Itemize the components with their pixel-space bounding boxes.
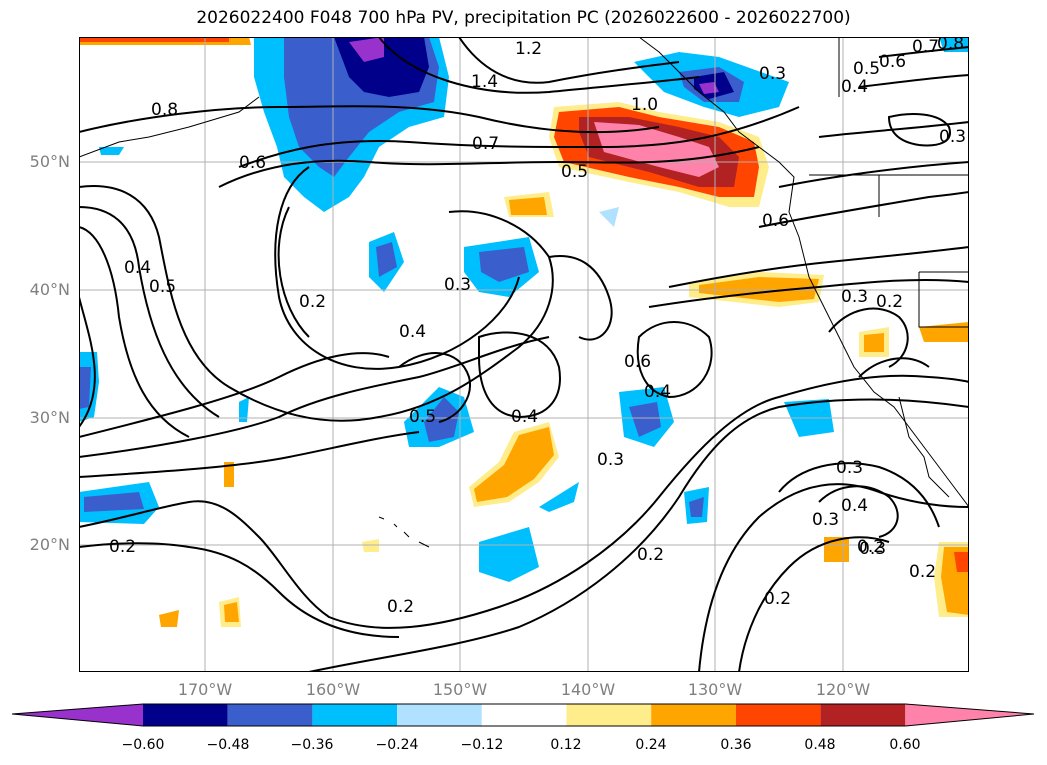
lat-label-30n: 30°N xyxy=(29,408,70,427)
contour-label: 0.2 xyxy=(876,292,903,312)
map-panel: 1.2 1.4 0.8 0.7 0.6 0.5 0.4 0.3 0.2 1.0 … xyxy=(79,37,969,672)
lon-label-150w: 150°W xyxy=(432,680,488,699)
contour-label: 0.2 xyxy=(299,292,326,312)
colorbar-swatch xyxy=(905,704,1034,726)
precip-negative-shading xyxy=(79,37,969,582)
colorbar-tick-label: 0.12 xyxy=(550,737,582,753)
contour-label: 0.5 xyxy=(561,162,588,182)
colorbar-swatch xyxy=(312,704,398,726)
colorbar-tick-label: 0.24 xyxy=(635,737,667,753)
contour-label: 0.4 xyxy=(841,496,868,516)
contour-labels: 1.2 1.4 0.8 0.7 0.6 0.5 0.4 0.3 0.2 1.0 … xyxy=(109,37,966,617)
lat-label-20n: 20°N xyxy=(29,535,70,554)
colorbar-tick-label: −0.36 xyxy=(290,737,334,753)
contour-label: 0.2 xyxy=(109,537,136,557)
contour-label: 0.4 xyxy=(124,258,151,278)
contour-label: 0.2 xyxy=(387,597,414,617)
contour-label: 0.6 xyxy=(624,352,651,372)
colorbar-swatch xyxy=(566,704,652,726)
contour-label: 0.5 xyxy=(409,407,436,427)
colorbar-swatch xyxy=(735,704,821,726)
colorbar-tick-label: −0.12 xyxy=(460,737,504,753)
contour-label: 0.4 xyxy=(644,382,671,402)
lon-label-170w: 170°W xyxy=(177,680,233,699)
lon-label-140w: 140°W xyxy=(560,680,616,699)
colorbar-swatch xyxy=(12,704,143,726)
colorbar-swatch xyxy=(820,704,906,726)
contour-label: 1.0 xyxy=(631,95,658,115)
contour-label: 0.3 xyxy=(597,450,624,470)
lon-label-120w: 120°W xyxy=(815,680,871,699)
contour-label: 1.2 xyxy=(515,39,542,59)
contour-label: 0.6 xyxy=(239,153,266,173)
contour-label: 0.2 xyxy=(637,545,664,565)
colorbar-swatch xyxy=(651,704,736,726)
lat-label-50n: 50°N xyxy=(29,152,70,171)
colorbar-tick-label: −0.24 xyxy=(375,737,419,753)
contour-label: 0.3 xyxy=(859,539,886,559)
lon-label-130w: 130°W xyxy=(687,680,743,699)
colorbar-swatch xyxy=(397,704,482,726)
map-canvas: 1.2 1.4 0.8 0.7 0.6 0.5 0.4 0.3 0.2 1.0 … xyxy=(79,37,969,672)
contour-label: 0.8 xyxy=(937,37,964,54)
contour-label: 0.8 xyxy=(151,100,178,120)
contour-label: 0.5 xyxy=(853,59,880,79)
contour-label: 0.3 xyxy=(836,458,863,478)
contour-label: 0.3 xyxy=(759,64,786,84)
map-title: 2026022400 F048 700 hPa PV, precipitatio… xyxy=(196,8,851,28)
colorbar-swatch xyxy=(143,704,228,726)
contour-label: 0.6 xyxy=(762,211,789,231)
colorbar xyxy=(12,703,1035,727)
lat-label-40n: 40°N xyxy=(29,280,70,299)
colorbar-tick-label: 0.48 xyxy=(804,737,836,753)
contour-label: 0.3 xyxy=(841,287,868,307)
colorbar-tick-label: −0.60 xyxy=(121,737,165,753)
contour-label: 0.3 xyxy=(939,127,966,147)
contour-label: 0.5 xyxy=(149,277,176,297)
contour-label: 0.4 xyxy=(511,407,538,427)
contour-label: 0.2 xyxy=(857,537,884,557)
colorbar-tick-label: −0.48 xyxy=(206,737,250,753)
lon-label-160w: 160°W xyxy=(305,680,361,699)
colorbar-tick-label: 0.60 xyxy=(889,737,921,753)
colorbar-tick-label: 0.36 xyxy=(720,737,752,753)
colorbar-swatch xyxy=(227,704,313,726)
contour-label: 0.7 xyxy=(912,37,939,57)
pv-contours xyxy=(79,37,969,672)
contour-label: 0.3 xyxy=(444,275,471,295)
contour-label: 0.2 xyxy=(764,589,791,609)
contour-label: 0.3 xyxy=(812,510,839,530)
colorbar-swatch xyxy=(481,704,567,726)
contour-label: 1.4 xyxy=(471,72,498,92)
contour-label: 0.4 xyxy=(841,77,868,97)
contour-label: 0.4 xyxy=(399,322,426,342)
contour-label: 0.7 xyxy=(472,134,499,154)
contour-label: 0.6 xyxy=(879,52,906,72)
contour-label: 0.2 xyxy=(909,562,936,582)
coastlines xyxy=(79,37,969,548)
